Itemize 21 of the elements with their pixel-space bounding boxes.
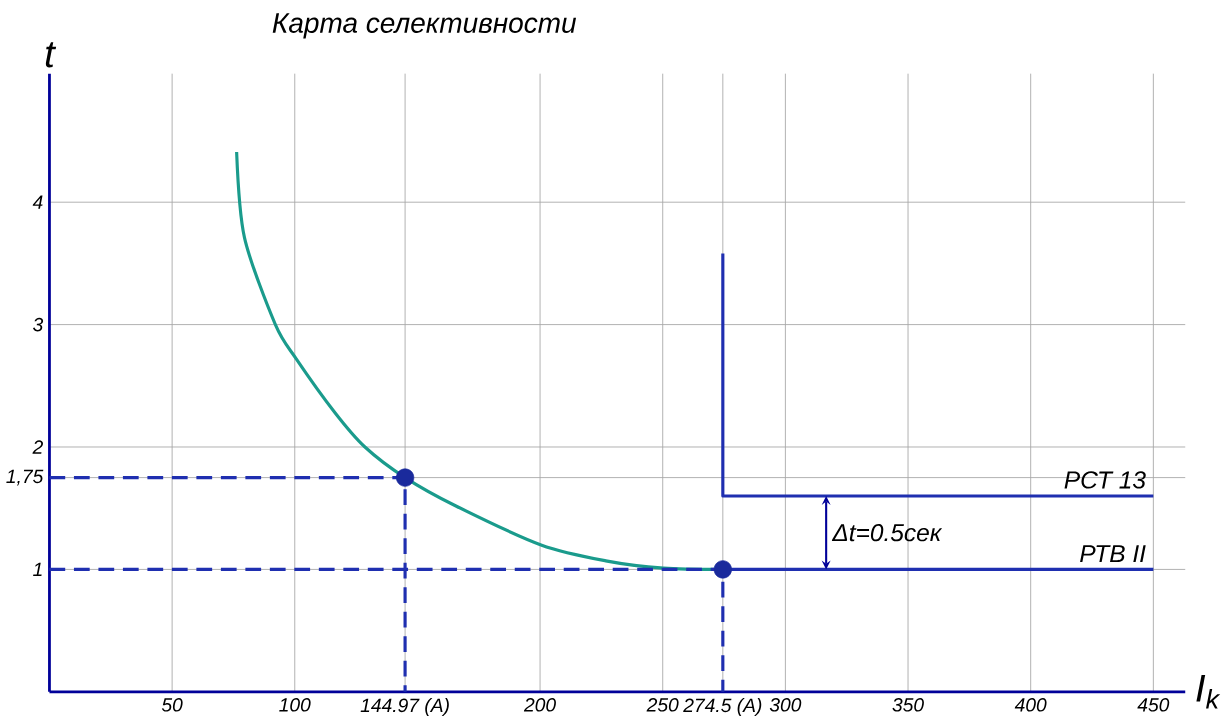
x-tick-label: 300	[769, 698, 802, 712]
annotation: Δt=0.5сек	[831, 524, 943, 542]
x-tick-label: 350	[892, 698, 924, 712]
chart-title: Карта селективности	[272, 13, 577, 39]
y-tick-label: 3	[33, 317, 44, 332]
series-label: РТВ II	[1080, 545, 1146, 563]
y-tick-label: 2	[32, 440, 43, 454]
x-tick-label: 100	[279, 698, 311, 712]
x-tick-label: 400	[1014, 698, 1047, 712]
y-tick-label: 1,75	[6, 469, 44, 486]
series-label: РСТ 13	[1064, 471, 1146, 489]
x-tick-label: 250	[646, 698, 679, 712]
x-tick-label: 50	[161, 698, 183, 712]
x-tick-label: 200	[523, 698, 556, 712]
x-tick-label: 274.5 (A)	[683, 698, 762, 717]
x-tick-label: 144.97 (A)	[360, 698, 449, 717]
y-axis-title: t	[45, 42, 57, 68]
y-tick-label: 4	[32, 195, 43, 209]
x-axis-title: I$_{k}$	[1196, 675, 1221, 709]
x-tick-label: 450	[1137, 698, 1170, 712]
y-tick-label: 1	[33, 562, 42, 577]
